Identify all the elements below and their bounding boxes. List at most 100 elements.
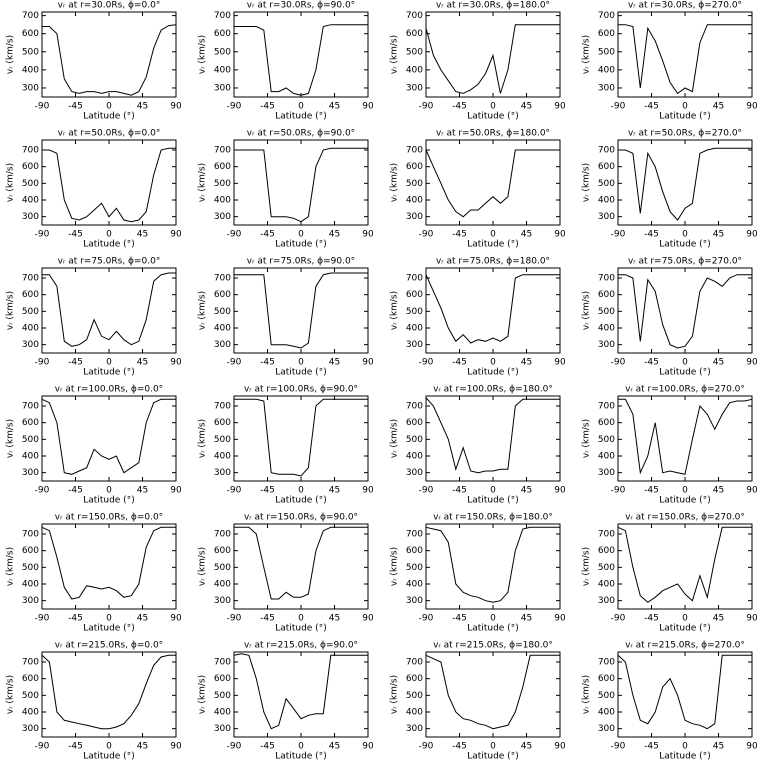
y-tick-label: 300 <box>22 83 39 93</box>
plot-frame <box>41 139 177 226</box>
x-tick-label: 90 <box>746 614 758 624</box>
x-tick-label: 90 <box>746 102 758 112</box>
x-tick-label: 45 <box>521 742 532 752</box>
y-tick-label: 700 <box>598 146 615 156</box>
panel: vᵣ at r=150.0Rs, ϕ=180.0° -90 -45 0 45 90 300 4… <box>390 513 566 634</box>
y-tick-label: 400 <box>22 196 39 206</box>
x-axis-label: Latitude (°) <box>659 752 710 762</box>
panel: vᵣ at r=50.0Rs, ϕ=0.0° -90 -45 0 45 90 300 400 5… <box>6 129 182 250</box>
y-axis-label: vᵣ (km/s) <box>6 35 16 74</box>
y-tick-label: 300 <box>214 83 231 93</box>
panel-title: vᵣ at r=75.0Rs, ϕ=270.0° <box>628 257 742 267</box>
data-line <box>618 24 752 95</box>
x-tick-label: 90 <box>170 614 182 624</box>
x-axis-label: Latitude (°) <box>659 112 710 122</box>
y-tick-label: 700 <box>214 530 231 540</box>
x-tick-label: -45 <box>452 614 467 624</box>
x-tick-label: 90 <box>554 742 566 752</box>
data-line <box>618 274 752 349</box>
x-tick-label: 45 <box>713 230 724 240</box>
y-tick-label: 600 <box>22 29 39 39</box>
x-tick-label: -45 <box>260 102 275 112</box>
x-tick-label: 90 <box>170 102 182 112</box>
y-tick-label: 300 <box>598 340 615 350</box>
plot-frame <box>425 523 561 610</box>
y-tick-label: 700 <box>406 11 423 21</box>
data-line <box>618 147 752 221</box>
x-tick-label: 45 <box>137 486 148 496</box>
x-axis-label: Latitude (°) <box>275 368 326 378</box>
x-tick-label: 0 <box>490 486 496 496</box>
y-tick-label: 400 <box>406 708 423 718</box>
x-tick-label: -45 <box>260 742 275 752</box>
y-tick-label: 500 <box>214 691 231 701</box>
y-tick-label: 400 <box>22 324 39 334</box>
x-tick-label: 45 <box>713 358 724 368</box>
plot-frame <box>617 267 753 354</box>
y-tick-label: 300 <box>406 468 423 478</box>
x-axis-label: Latitude (°) <box>83 368 134 378</box>
plot-frame <box>233 651 369 738</box>
plot-frame <box>41 395 177 482</box>
x-axis-label: Latitude (°) <box>83 496 134 506</box>
panel: vᵣ at r=30.0Rs, ϕ=0.0° -90 -45 0 45 90 300 400 5… <box>6 1 182 122</box>
x-axis-label: Latitude (°) <box>275 240 326 250</box>
x-tick-label: 45 <box>713 102 724 112</box>
panel-title: vᵣ at r=75.0Rs, ϕ=90.0° <box>247 257 355 267</box>
y-axis-label: vᵣ (km/s) <box>6 419 16 458</box>
data-line <box>618 398 753 475</box>
y-tick-label: 700 <box>22 530 39 540</box>
x-tick-label: 90 <box>170 486 182 496</box>
y-axis-label: vᵣ (km/s) <box>390 291 400 330</box>
y-tick-label: 600 <box>214 290 231 300</box>
y-tick-label: 700 <box>406 274 423 284</box>
x-tick-label: 0 <box>682 358 688 368</box>
plot-frame <box>617 395 753 482</box>
y-axis-label: vᵣ (km/s) <box>198 291 208 330</box>
y-tick-label: 700 <box>406 146 423 156</box>
panel-title: vᵣ at r=100.0Rs, ϕ=270.0° <box>625 385 745 395</box>
y-tick-label: 500 <box>214 179 231 189</box>
x-tick-label: 45 <box>713 486 724 496</box>
x-tick-label: 45 <box>329 230 340 240</box>
x-tick-label: 90 <box>554 614 566 624</box>
y-tick-label: 300 <box>406 212 423 222</box>
x-tick-label: 90 <box>170 358 182 368</box>
y-tick-label: 300 <box>598 212 615 222</box>
panel: vᵣ at r=75.0Rs, ϕ=270.0° -90 -45 0 45 90 300 40… <box>582 257 758 378</box>
x-axis-label: Latitude (°) <box>467 624 518 634</box>
x-tick-label: -45 <box>644 230 659 240</box>
x-axis-label: Latitude (°) <box>659 240 710 250</box>
x-tick-label: 45 <box>137 358 148 368</box>
panel: vᵣ at r=215.0Rs, ϕ=270.0° -90 -45 0 45 90 300 4… <box>582 641 758 762</box>
y-axis-label: vᵣ (km/s) <box>390 419 400 458</box>
y-axis-label: vᵣ (km/s) <box>198 163 208 202</box>
y-tick-label: 500 <box>406 307 423 317</box>
panel: vᵣ at r=150.0Rs, ϕ=0.0° -90 -45 0 45 90 300 400… <box>6 513 182 634</box>
plot-frame <box>425 139 561 226</box>
x-tick-label: -90 <box>35 102 50 112</box>
y-axis-label: vᵣ (km/s) <box>582 419 592 458</box>
x-tick-label: 45 <box>521 614 532 624</box>
data-line <box>425 526 560 603</box>
x-tick-label: 45 <box>137 614 148 624</box>
x-tick-label: 0 <box>682 230 688 240</box>
panel-title: vᵣ at r=50.0Rs, ϕ=180.0° <box>436 129 550 139</box>
y-tick-label: 600 <box>22 674 39 684</box>
plot-frame <box>41 651 177 738</box>
y-axis-label: vᵣ (km/s) <box>390 675 400 714</box>
data-line <box>234 272 368 349</box>
panel: vᵣ at r=50.0Rs, ϕ=180.0° -90 -45 0 45 90 300 40… <box>390 129 566 250</box>
y-tick-label: 500 <box>214 563 231 573</box>
y-tick-label: 300 <box>22 468 39 478</box>
data-line <box>425 397 560 474</box>
data-line <box>425 149 560 218</box>
x-tick-label: 90 <box>362 358 374 368</box>
y-tick-label: 600 <box>22 290 39 300</box>
y-tick-label: 400 <box>406 580 423 590</box>
y-tick-label: 500 <box>22 563 39 573</box>
y-axis-label: vᵣ (km/s) <box>198 35 208 74</box>
data-line <box>42 272 176 347</box>
y-tick-label: 700 <box>22 658 39 668</box>
